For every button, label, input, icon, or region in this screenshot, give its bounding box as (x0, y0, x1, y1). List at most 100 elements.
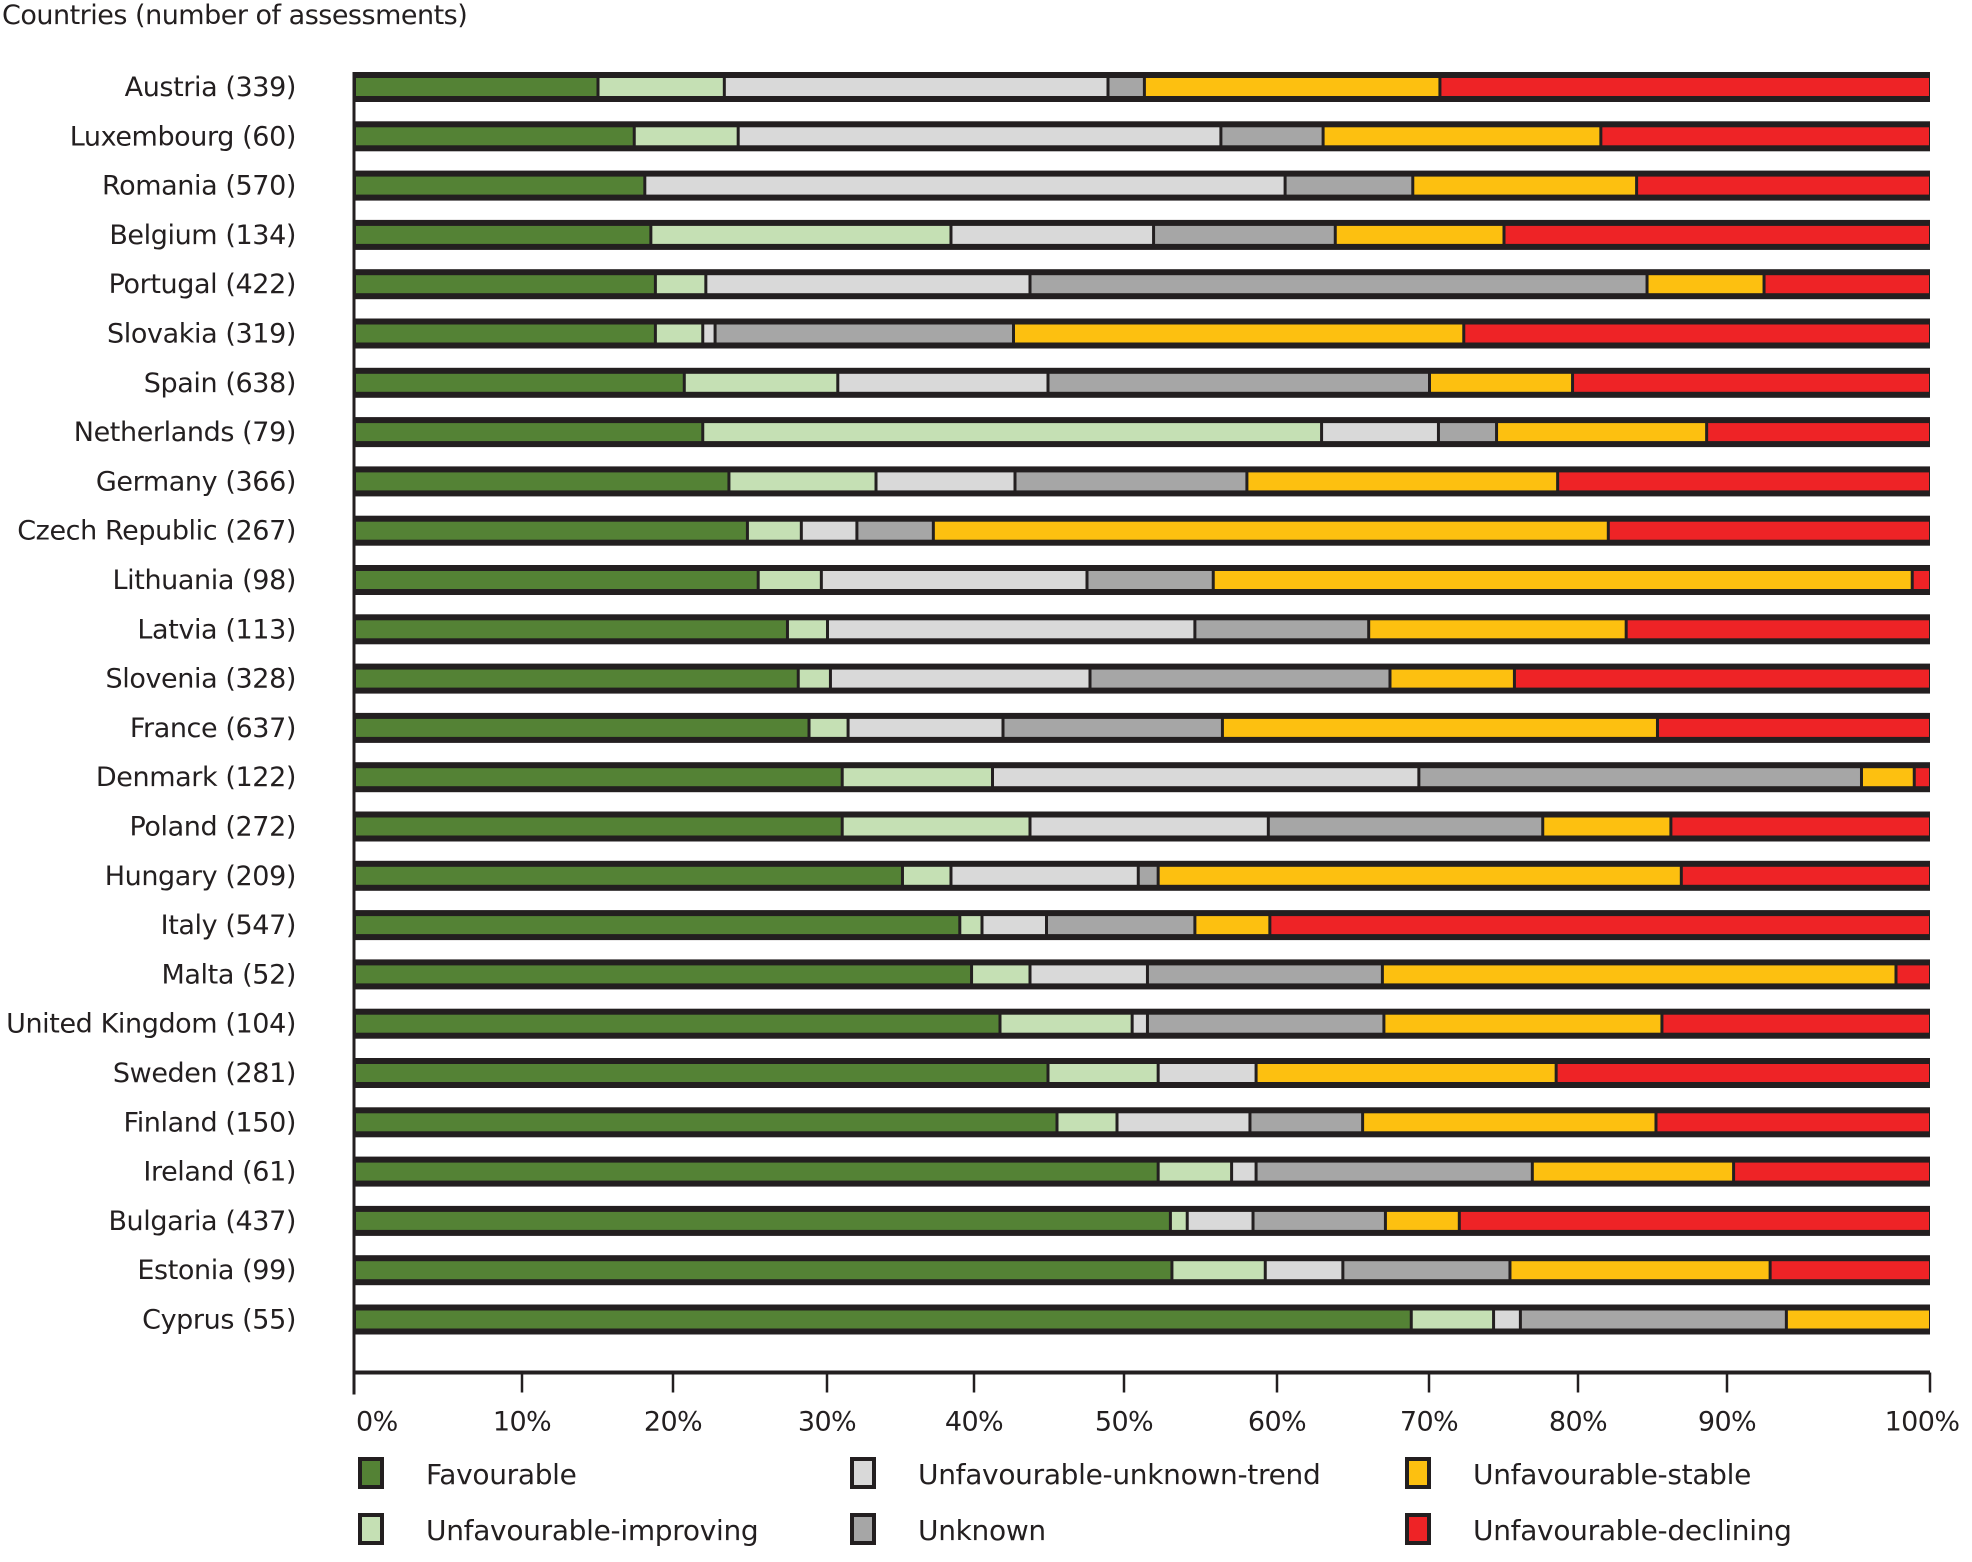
bar-segment-unfavourable-unknown-trend (802, 521, 856, 540)
bar-segment-unknown (1251, 1113, 1362, 1132)
bar-segment-unknown (1222, 127, 1322, 146)
bar-segment-unknown (1286, 176, 1412, 195)
bar-segment-unfavourable-stable (1145, 78, 1439, 96)
bar-segment-favourable (356, 1261, 1171, 1280)
bar-segment-unfavourable-declining (1658, 718, 1929, 737)
bar-segment-unfavourable-declining (1708, 423, 1929, 442)
bar-segment-favourable (356, 768, 841, 787)
bar-segment-unfavourable-improving (1173, 1261, 1264, 1280)
bar-segment-unknown (1439, 423, 1496, 442)
category-label: Slovakia (319) (107, 319, 296, 350)
bar-segment-unknown (1269, 817, 1542, 836)
category-label: Denmark (122) (96, 762, 296, 793)
bar-segment-unfavourable-unknown-trend (1159, 1064, 1255, 1082)
bar-segment-unfavourable-improving (1058, 1113, 1116, 1132)
bar-segment-favourable (356, 127, 633, 146)
bar-segment-favourable (356, 965, 971, 984)
bar-segment-unfavourable-unknown-trend (1188, 1211, 1252, 1230)
bar-segment-favourable (356, 275, 654, 294)
bar-segment-unfavourable-unknown-trend (1031, 965, 1146, 984)
category-label: Finland (150) (124, 1107, 296, 1138)
bar-segment-unfavourable-stable (1324, 127, 1600, 146)
bar-segment-unfavourable-stable (1214, 571, 1911, 589)
bar-segment-unfavourable-declining (1735, 1162, 1929, 1181)
bar-segment-favourable (356, 521, 746, 540)
bar-segment-unfavourable-stable (1336, 225, 1503, 244)
bar-segment-unfavourable-declining (1897, 965, 1929, 984)
bar-segment-unfavourable-unknown-trend (952, 225, 1153, 244)
bar-segment-unknown (1344, 1261, 1509, 1280)
bar-segment-unfavourable-stable (1431, 373, 1572, 392)
bar-segment-unfavourable-declining (1627, 620, 1929, 639)
category-label: Netherlands (79) (74, 417, 296, 448)
bar-segment-favourable (356, 817, 841, 836)
bar-segment-unfavourable-unknown-trend (739, 127, 1220, 146)
bar-segment-unfavourable-stable (1370, 620, 1625, 639)
legend-swatch (850, 1513, 876, 1545)
x-tick-label: 60% (1248, 1407, 1306, 1438)
bar-segment-unfavourable-declining (1441, 78, 1929, 96)
bar-segment-unfavourable-improving (656, 324, 702, 343)
bar-segment-unfavourable-stable (1248, 472, 1557, 491)
bar-segment-unfavourable-unknown-trend (1266, 1261, 1342, 1280)
x-tick-label: 70% (1400, 1407, 1458, 1438)
bar-segment-unknown (1048, 916, 1194, 935)
bar-segment-unfavourable-unknown-trend (952, 866, 1137, 885)
bar-segment-unknown (1257, 1162, 1531, 1181)
bar-segment-unfavourable-unknown-trend (822, 571, 1086, 589)
legend-label: Unknown (918, 1514, 1046, 1547)
bar-segment-unknown (1155, 225, 1334, 244)
bar-segment-unknown (1521, 1310, 1785, 1329)
bar-segment-unfavourable-declining (1913, 571, 1929, 589)
legend: Favourable Unfavourable-improving Unfavour… (358, 1457, 1792, 1547)
bar-segment-unfavourable-declining (1657, 1113, 1929, 1132)
bar-segment-unfavourable-declining (1602, 127, 1929, 146)
bar-segment-unfavourable-improving (843, 768, 991, 787)
legend-label: Unfavourable-improving (426, 1514, 758, 1547)
bar-segment-unknown (1148, 1014, 1383, 1033)
bar-segment-unfavourable-stable (1414, 176, 1636, 195)
bar-segment-unknown (858, 521, 932, 540)
category-labels: Austria (339) Luxembourg (60) Romania (570… (6, 72, 296, 1336)
bar-segment-unfavourable-unknown-trend (1133, 1014, 1146, 1033)
x-tick-label: 40% (945, 1407, 1003, 1438)
bar-segment-unfavourable-declining (1682, 866, 1929, 885)
bar-segment-unfavourable-improving (973, 965, 1029, 984)
bar-segment-unfavourable-declining (1460, 1211, 1929, 1230)
bar-segment-unfavourable-declining (1515, 669, 1929, 688)
bar-segment-unfavourable-unknown-trend (831, 669, 1089, 688)
bar-segment-unfavourable-unknown-trend (877, 472, 1014, 491)
bar-segment-favourable (356, 176, 644, 195)
bar-segment-unfavourable-declining (1663, 1014, 1929, 1033)
bar-segment-favourable (356, 324, 654, 343)
bar-segment-unknown (1254, 1211, 1384, 1230)
bar-segment-unknown (1148, 965, 1381, 984)
bar-segment-favourable (356, 1211, 1169, 1230)
bar-segment-unfavourable-stable (934, 521, 1607, 540)
bar-segment-unfavourable-unknown-trend (704, 324, 714, 343)
category-label: Romania (570) (102, 171, 296, 202)
category-label: Estonia (99) (137, 1255, 296, 1286)
category-label: Slovenia (328) (106, 664, 297, 695)
x-tick-label: 0% (356, 1407, 398, 1438)
bar-segment-unfavourable-improving (704, 423, 1321, 442)
bar-segment-unknown (1004, 718, 1221, 737)
bar-segment-favourable (356, 1113, 1056, 1132)
bar-segment-unfavourable-improving (961, 916, 981, 935)
bar-segment-unfavourable-improving (730, 472, 875, 491)
bar-segment-unfavourable-stable (1159, 866, 1680, 885)
bar-segment-unfavourable-stable (1648, 275, 1763, 294)
category-label: Bulgaria (437) (108, 1206, 296, 1237)
bar-segment-favourable (356, 718, 808, 737)
bar-segment-favourable (356, 373, 683, 392)
bar-segment-unfavourable-improving (1171, 1211, 1186, 1230)
bar-segment-unfavourable-stable (1364, 1113, 1655, 1132)
bar-segment-unfavourable-stable (1196, 916, 1269, 935)
bar-segment-unfavourable-stable (1533, 1162, 1733, 1181)
x-tick-label: 80% (1549, 1407, 1607, 1438)
bar-segment-unfavourable-unknown-trend (849, 718, 1002, 737)
chart-title: Countries (number of assessments) (2, 0, 468, 31)
legend-label: Unfavourable-stable (1473, 1458, 1751, 1491)
bar-segment-unfavourable-improving (759, 571, 820, 589)
x-tick-label: 100% (1885, 1407, 1960, 1438)
